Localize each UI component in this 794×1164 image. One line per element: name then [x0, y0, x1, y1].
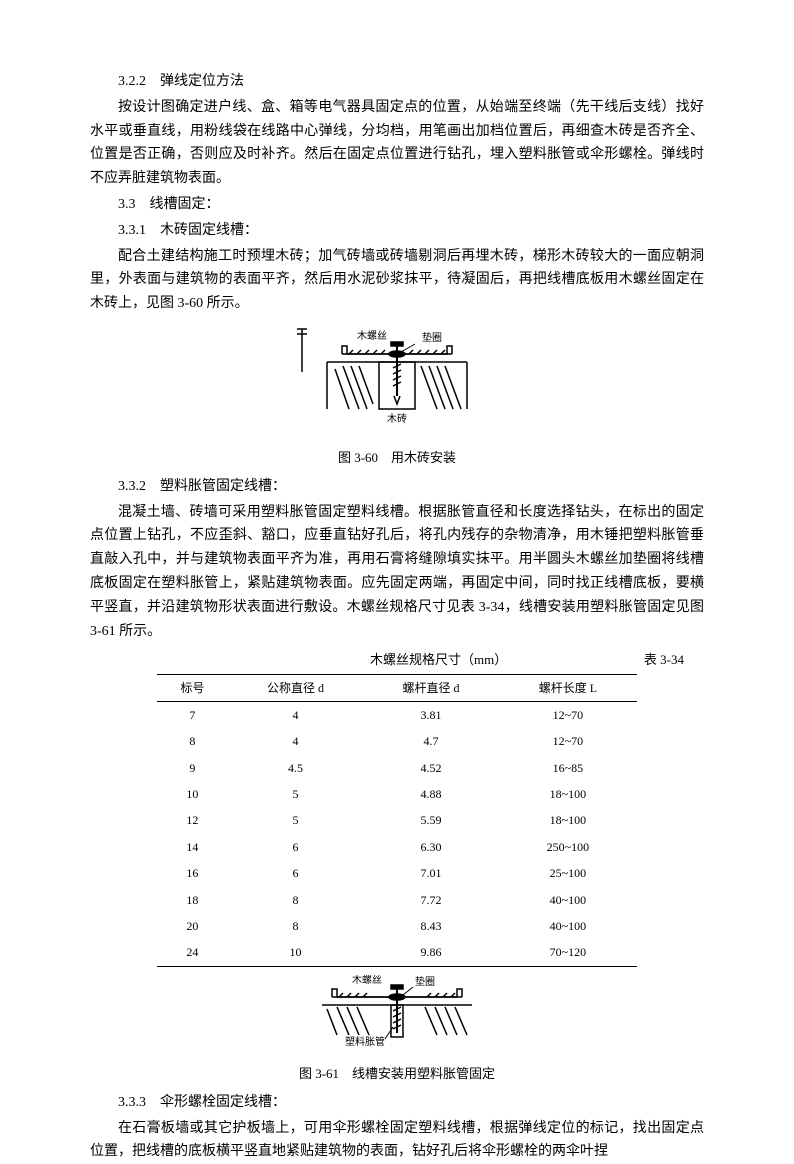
paragraph-3-3-1: 配合土建结构施工时预埋木砖；加气砖墙或砖墙剔洞后再埋木砖，梯形木砖较大的一面应朝…: [90, 245, 704, 316]
diagram-svg: 木螺丝 垫圈 塑料胀管: [297, 975, 497, 1050]
heading-3-2-2: 3.2.2 弹线定位方法: [90, 70, 704, 94]
table-cell: 7.01: [363, 860, 499, 886]
table-cell: 3.81: [363, 701, 499, 728]
table-cell: 10: [228, 939, 364, 966]
heading-3-3-2: 3.3.2 塑料胀管固定线槽：: [90, 475, 704, 499]
figure-3-60: 木螺丝 垫圈 木砖: [90, 324, 704, 443]
table-cell: 6: [228, 860, 364, 886]
heading-text: 3.3 线槽固定：: [118, 197, 220, 212]
table-cell: 20: [157, 913, 228, 939]
table-cell: 5.59: [363, 807, 499, 833]
table-cell: 8: [228, 887, 364, 913]
table-cell: 12: [157, 807, 228, 833]
table-row: 844.712~70: [157, 728, 637, 754]
table-cell: 6.30: [363, 834, 499, 860]
table-cell: 14: [157, 834, 228, 860]
table-cell: 4.52: [363, 755, 499, 781]
caption-text: 图 3-61 线槽安装用塑料胀管固定: [299, 1066, 495, 1081]
screw-spec-table: 标号 公称直径 d 螺杆直径 d 螺杆长度 L 743.8112~70844.7…: [157, 674, 637, 967]
col-header: 公称直径 d: [228, 674, 364, 701]
table-cell: 8: [157, 728, 228, 754]
table-row: 1887.7240~100: [157, 887, 637, 913]
label-pad: 垫圈: [415, 975, 435, 988]
table-row: 1667.0125~100: [157, 860, 637, 886]
label-screw: 木螺丝: [357, 330, 387, 342]
heading-text: 3.3.1 木砖固定线槽：: [118, 223, 258, 238]
table-cell: 7: [157, 701, 228, 728]
table-cell: 8: [228, 913, 364, 939]
paragraph-3-2-2: 按设计图确定进户线、盒、箱等电气器具固定点的位置，从始端至终端（先干线后支线）找…: [90, 96, 704, 191]
table-row: 2088.4340~100: [157, 913, 637, 939]
table-cell: 4.5: [228, 755, 364, 781]
label-screw: 木螺丝: [352, 975, 382, 986]
table-cell: 4.88: [363, 781, 499, 807]
label-tube: 塑料胀管: [345, 1035, 385, 1048]
diagram-svg: 木螺丝 垫圈 木砖: [287, 324, 507, 434]
table-cell: 18~100: [499, 781, 637, 807]
table-row: 743.8112~70: [157, 701, 637, 728]
col-header: 标号: [157, 674, 228, 701]
paragraph-text: 按设计图确定进户线、盒、箱等电气器具固定点的位置，从始端至终端（先干线后支线）找…: [90, 100, 704, 186]
table-row: 1255.5918~100: [157, 807, 637, 833]
table-row: 24109.8670~120: [157, 939, 637, 966]
table-cell: 18: [157, 887, 228, 913]
caption-3-60: 图 3-60 用木砖安装: [90, 447, 704, 469]
table-row: 94.54.5216~85: [157, 755, 637, 781]
table-cell: 7.72: [363, 887, 499, 913]
table-cell: 25~100: [499, 860, 637, 886]
col-header: 螺杆长度 L: [499, 674, 637, 701]
paragraph-3-3-3: 在石膏板墙或其它护板墙上，可用伞形螺栓固定塑料线槽，根据弹线定位的标记，找出固定…: [90, 1117, 704, 1164]
heading-text: 3.3.2 塑料胀管固定线槽：: [118, 479, 286, 494]
caption-text: 图 3-60 用木砖安装: [338, 450, 456, 465]
table-cell: 70~120: [499, 939, 637, 966]
table-cell: 6: [228, 834, 364, 860]
paragraph-3-3-2: 混凝土墙、砖墙可采用塑料胀管固定塑料线槽。根据胀管直径和长度选择钻头，在标出的固…: [90, 501, 704, 644]
table-cell: 16: [157, 860, 228, 886]
heading-3-3-3: 3.3.3 伞形螺栓固定线槽：: [90, 1091, 704, 1115]
heading-3-3-1: 3.3.1 木砖固定线槽：: [90, 219, 704, 243]
heading-text: 3.2.2 弹线定位方法: [118, 74, 244, 89]
table-cell: 5: [228, 781, 364, 807]
table-cell: 40~100: [499, 913, 637, 939]
table-cell: 18~100: [499, 807, 637, 833]
table-cell: 4: [228, 728, 364, 754]
heading-3-3: 3.3 线槽固定：: [90, 193, 704, 217]
table-cell: 9: [157, 755, 228, 781]
table-title-row: 木螺丝规格尺寸（mm） 表 3-34: [100, 649, 694, 671]
paragraph-text: 混凝土墙、砖墙可采用塑料胀管固定塑料线槽。根据胀管直径和长度选择钻头，在标出的固…: [90, 505, 704, 639]
table-number: 表 3-34: [644, 649, 684, 671]
table-cell: 10: [157, 781, 228, 807]
paragraph-text: 在石膏板墙或其它护板墙上，可用伞形螺栓固定塑料线槽，根据弹线定位的标记，找出固定…: [90, 1121, 704, 1160]
table-cell: 40~100: [499, 887, 637, 913]
table-cell: 4.7: [363, 728, 499, 754]
table-cell: 24: [157, 939, 228, 966]
table-cell: 5: [228, 807, 364, 833]
table-cell: 16~85: [499, 755, 637, 781]
table-cell: 9.86: [363, 939, 499, 966]
label-brick: 木砖: [387, 412, 407, 425]
table-cell: 250~100: [499, 834, 637, 860]
table-cell: 4: [228, 701, 364, 728]
heading-text: 3.3.3 伞形螺栓固定线槽：: [118, 1095, 286, 1110]
col-header: 螺杆直径 d: [363, 674, 499, 701]
paragraph-text: 配合土建结构施工时预埋木砖；加气砖墙或砖墙剔洞后再埋木砖，梯形木砖较大的一面应朝…: [90, 249, 704, 312]
table-row: 1466.30250~100: [157, 834, 637, 860]
table-cell: 12~70: [499, 701, 637, 728]
table-row: 1054.8818~100: [157, 781, 637, 807]
table-cell: 12~70: [499, 728, 637, 754]
label-pad: 垫圈: [422, 331, 442, 344]
table-cell: 8.43: [363, 913, 499, 939]
figure-3-61: 木螺丝 垫圈 塑料胀管: [90, 975, 704, 1059]
table-header-row: 标号 公称直径 d 螺杆直径 d 螺杆长度 L: [157, 674, 637, 701]
table-title: 木螺丝规格尺寸（mm）: [370, 649, 507, 671]
caption-3-61: 图 3-61 线槽安装用塑料胀管固定: [90, 1063, 704, 1085]
